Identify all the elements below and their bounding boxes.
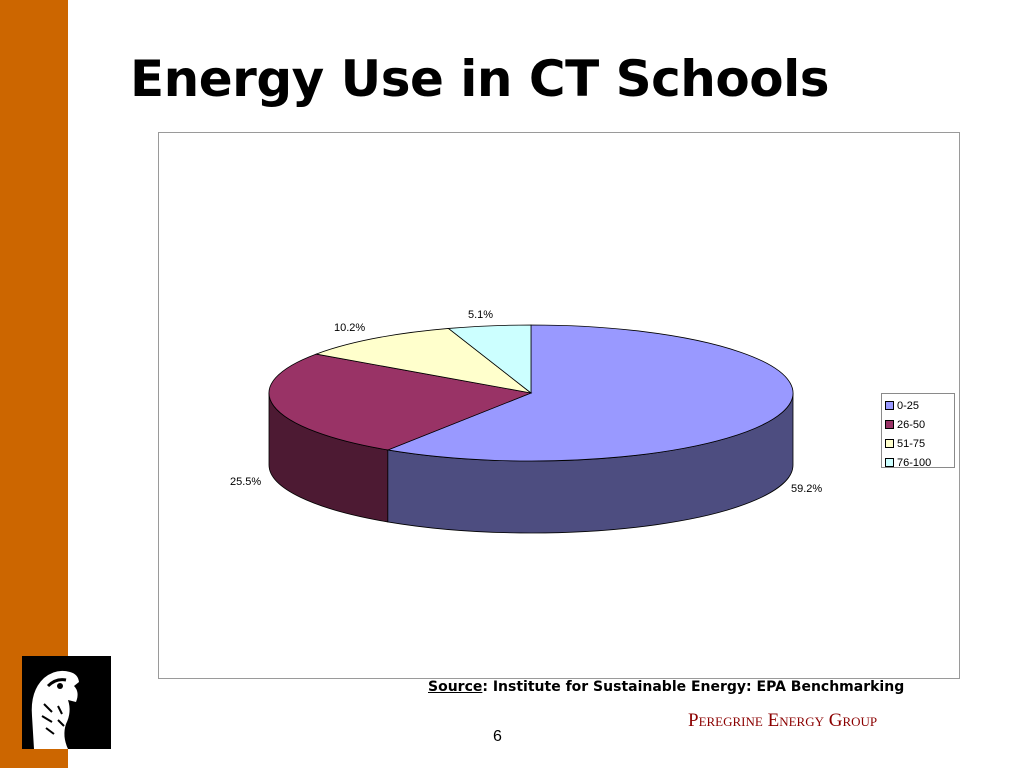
page-number: 6 — [493, 728, 502, 745]
source-text: : Institute for Sustainable Energy: EPA … — [482, 679, 905, 695]
legend-item-26-50: 26-50 — [885, 415, 954, 434]
chart-legend: 0-25 26-50 51-75 76-100 — [881, 393, 955, 469]
legend-label: 51-75 — [897, 437, 926, 450]
data-label-51-75: 10.2% — [334, 322, 366, 334]
slice-51-75 — [314, 328, 532, 394]
slice-0-25 — [386, 324, 794, 462]
falcon-icon — [31, 670, 79, 749]
legend-swatch — [885, 439, 894, 448]
source-citation: Source: Institute for Sustainable Energy… — [428, 679, 904, 695]
slice-76-100 — [447, 324, 532, 394]
legend-label: 0-25 — [897, 399, 920, 412]
accent-side-bar — [0, 0, 68, 768]
pie-chart — [268, 324, 794, 534]
legend-item-76-100: 76-100 — [885, 453, 954, 472]
legend-label: 76-100 — [897, 456, 932, 469]
falcon-logo — [22, 656, 111, 749]
legend-item-0-25: 0-25 — [885, 396, 954, 415]
legend-item-51-75: 51-75 — [885, 434, 954, 453]
chart-area: 59.2% 25.5% 10.2% 5.1% 0-25 26-50 51-75 … — [158, 132, 960, 679]
data-label-26-50: 25.5% — [230, 476, 262, 488]
legend-swatch — [885, 458, 894, 467]
source-label: Source — [428, 679, 483, 695]
legend-swatch — [885, 401, 894, 410]
data-label-76-100: 5.1% — [468, 309, 494, 321]
legend-swatch — [885, 420, 894, 429]
slice-26-50 — [268, 353, 533, 451]
data-label-0-25: 59.2% — [791, 483, 823, 495]
company-name: Peregrine Energy Group — [688, 710, 878, 731]
legend-label: 26-50 — [897, 418, 926, 431]
slide-title: Energy Use in CT Schools — [130, 50, 830, 108]
